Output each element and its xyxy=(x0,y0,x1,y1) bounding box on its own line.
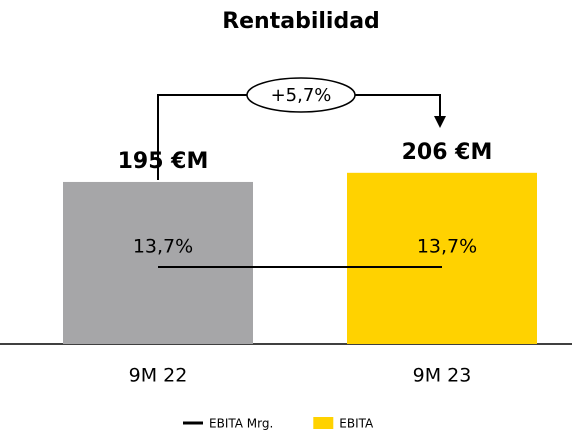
bar xyxy=(347,172,537,344)
legend-swatch xyxy=(313,417,334,429)
legend-label: EBITA xyxy=(339,417,374,431)
arrow-head xyxy=(434,116,446,128)
chart-title: Rentabilidad xyxy=(222,9,380,34)
line-value-label: 13,7% xyxy=(417,236,477,258)
line-value-label: 13,7% xyxy=(133,236,193,258)
x-tick-label: 9M 23 xyxy=(413,365,472,387)
bar-value-label: 206 €M xyxy=(402,140,493,165)
bar xyxy=(63,181,253,344)
growth-oval xyxy=(246,77,356,113)
growth-label: +5,7% xyxy=(271,85,332,106)
bar-value-label: 195 €M xyxy=(118,149,209,174)
x-tick-label: 9M 22 xyxy=(129,365,188,387)
legend-label: EBITA Mrg. xyxy=(209,417,273,431)
